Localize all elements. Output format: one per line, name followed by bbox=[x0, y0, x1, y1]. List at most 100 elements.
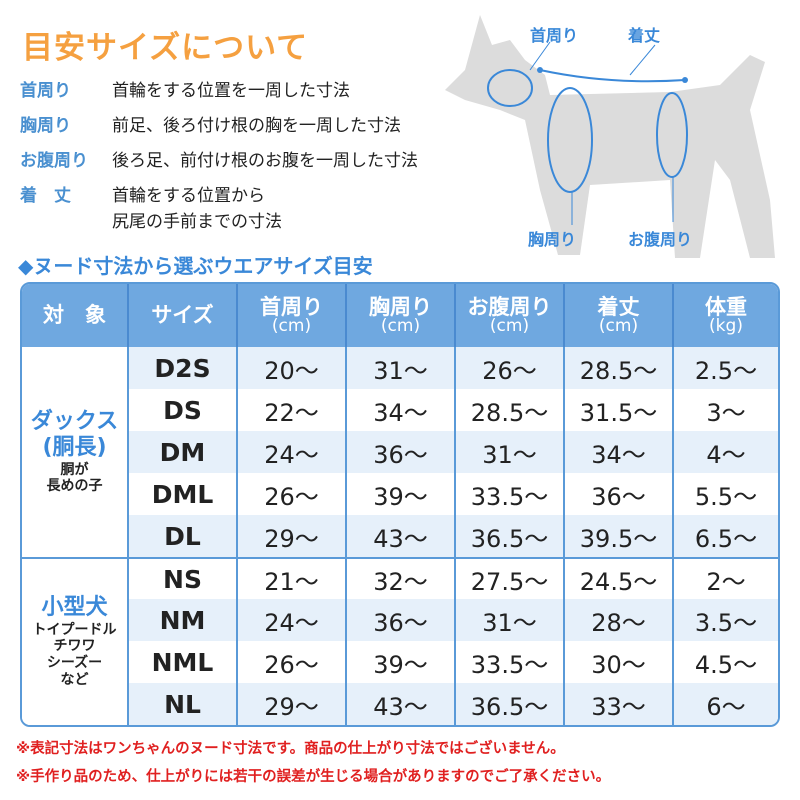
definition-belly: お腹周り 後ろ足、前付け根のお腹を一周した寸法 bbox=[20, 148, 418, 183]
group-desc: チワワ bbox=[53, 638, 96, 655]
page-title: 目安サイズについて bbox=[22, 30, 309, 66]
header-label: サイズ bbox=[151, 303, 214, 328]
value-cell: 36～ bbox=[347, 599, 456, 641]
value-cell: 30～ bbox=[565, 641, 674, 683]
table-row: 小型犬 トイプードル チワワ シーズー など NS 21～ 32～ 27.5～ 24.5～ 2～ bbox=[22, 557, 778, 725]
header-label: 胸周り bbox=[369, 294, 432, 319]
table-row: DL 29～ 43～ 36.5～ 39.5～ 6.5～ bbox=[22, 515, 778, 557]
table-row: ダックス (胴長) 胴が 長めの子 D2S 20～ 31～ 26～ 28.5～ 2.5～ bbox=[22, 347, 778, 557]
header-unit: (cm) bbox=[271, 315, 312, 336]
label-chest: 胸周り bbox=[528, 230, 577, 249]
definition-chest: 胸周り 前足、後ろ付け根の胸を一周した寸法 bbox=[20, 113, 418, 148]
header-label: お腹周り bbox=[467, 294, 552, 319]
value-cell: 3～ bbox=[706, 398, 746, 427]
desc: 前足、後ろ付け根の胸を一周した寸法 bbox=[112, 116, 401, 136]
header-unit: (kg) bbox=[709, 315, 743, 336]
section-subtitle: ◆ヌード寸法から選ぶウエアサイズ目安 bbox=[18, 254, 373, 278]
definition-length: 着 丈 首輪をする位置から 尻尾の手前までの寸法 bbox=[20, 183, 418, 243]
size-cell: NS bbox=[129, 557, 238, 599]
header-label: 着丈 bbox=[597, 294, 640, 319]
value-cell: 28.5～ bbox=[456, 389, 565, 431]
header-label: 対 象 bbox=[43, 303, 106, 328]
label-neck: 首周り bbox=[530, 26, 579, 45]
value-cell: 39.5～ bbox=[565, 515, 674, 557]
size-cell: NL bbox=[129, 683, 238, 725]
definition-neck: 首周り 首輪をする位置を一周した寸法 bbox=[20, 78, 418, 113]
value-cell: 21～ bbox=[238, 557, 347, 599]
column-header: お腹周り (cm) bbox=[456, 284, 565, 347]
desc-line2: 尻尾の手前までの寸法 bbox=[112, 212, 282, 232]
value-cell: 26～ bbox=[238, 473, 347, 515]
column-header: 首周り (cm) bbox=[238, 284, 347, 347]
column-header: 着丈 (cm) bbox=[565, 284, 674, 347]
value-cell: 6～ bbox=[674, 683, 778, 725]
note: ※手作り品のため、仕上がりには若干の誤差が生じる場合がありますのでご了承ください… bbox=[16, 769, 611, 785]
value-cell: 22～ bbox=[238, 389, 347, 431]
size-cell: NM bbox=[129, 599, 238, 641]
value-cell: 39～ bbox=[347, 473, 456, 515]
value-cell: 43～ bbox=[347, 683, 456, 725]
value-cell: 5.5～ bbox=[694, 482, 758, 511]
group-desc: 胴が bbox=[60, 461, 89, 478]
desc: 首輪をする位置から 尻尾の手前までの寸法 bbox=[112, 183, 282, 235]
value-cell: 6.5～ bbox=[674, 515, 778, 557]
value-cell: 31.5～ bbox=[565, 389, 674, 431]
header-unit: (cm) bbox=[380, 315, 421, 336]
value-cell: 43～ bbox=[347, 515, 456, 557]
value-cell: 20～ bbox=[238, 347, 347, 389]
column-header: 対 象 bbox=[22, 284, 129, 347]
value-cell: 27.5～ bbox=[456, 557, 565, 599]
table-row: NML 26～ 39～ 33.5～ 30～ 4.5～ bbox=[22, 641, 778, 683]
value-cell: 31～ bbox=[347, 347, 456, 389]
notes: ※表記寸法はワンちゃんのヌード寸法です。商品の仕上がり寸法ではございません。 ※… bbox=[16, 735, 610, 791]
group-desc: 長めの子 bbox=[46, 478, 103, 495]
value-cell: 2～ bbox=[674, 557, 778, 599]
value-cell: 31～ bbox=[456, 431, 565, 473]
table-row: NL 29～ 43～ 36.5～ 33～ 6～ bbox=[22, 683, 778, 725]
value-cell: 32～ bbox=[347, 557, 456, 599]
value-cell: 24.5～ bbox=[565, 557, 674, 599]
term: 着 丈 bbox=[20, 186, 71, 206]
table-row: DM 24～ 36～ 31～ 34～ 4～ bbox=[22, 431, 778, 473]
desc: 後ろ足、前付け根のお腹を一周した寸法 bbox=[112, 151, 418, 171]
column-header: 胸周り (cm) bbox=[347, 284, 456, 347]
value-cell: 26～ bbox=[456, 347, 565, 389]
value-cell: 29～ bbox=[238, 683, 347, 725]
value-cell: 39～ bbox=[347, 641, 456, 683]
size-cell: DML bbox=[129, 473, 238, 515]
table-row: DS 22～ 34～ 28.5～ 31.5～ 3～ bbox=[22, 389, 778, 431]
value-cell: 3.5～ bbox=[674, 599, 778, 641]
group-cell: 小型犬 トイプードル チワワ シーズー など bbox=[22, 557, 129, 725]
desc-line1: 首輪をする位置から bbox=[112, 186, 265, 206]
value-cell: 33.5～ bbox=[456, 641, 565, 683]
header-unit: (cm) bbox=[598, 315, 639, 336]
value-cell: 29～ bbox=[238, 515, 347, 557]
dog-silhouette bbox=[445, 15, 775, 258]
value-cell: 24～ bbox=[238, 431, 347, 473]
group-desc: など bbox=[60, 671, 89, 688]
header-label: 体重 bbox=[705, 294, 747, 319]
value-cell: 4.5～ bbox=[694, 650, 758, 679]
group-name: ダックス bbox=[30, 408, 119, 434]
note: ※表記寸法はワンちゃんのヌード寸法です。商品の仕上がり寸法ではございません。 bbox=[16, 741, 565, 757]
value-cell: 28～ bbox=[565, 599, 674, 641]
value-cell: 36～ bbox=[565, 473, 674, 515]
group-name: 小型犬 bbox=[41, 595, 108, 621]
column-header: サイズ bbox=[129, 284, 238, 347]
value-cell: 36.5～ bbox=[456, 515, 565, 557]
size-cell: DM bbox=[129, 431, 238, 473]
size-cell: DS bbox=[129, 389, 238, 431]
term: 首周り bbox=[20, 81, 71, 101]
value-cell: 24～ bbox=[238, 599, 347, 641]
definitions: 首周り 首輪をする位置を一周した寸法 胸周り 前足、後ろ付け根の胸を一周した寸法 お… bbox=[20, 78, 418, 243]
term: 胸周り bbox=[20, 116, 71, 136]
column-header: 体重 (kg) bbox=[674, 284, 778, 347]
header-label: 首周り bbox=[260, 294, 323, 319]
neck-ring bbox=[487, 69, 533, 107]
group-name-sub: (胴長) bbox=[42, 435, 107, 461]
table-row: DML 26～ 39～ 33.5～ 36～ 5.5～ bbox=[22, 473, 778, 515]
header-unit: (cm) bbox=[489, 315, 530, 336]
group-desc: トイプードル bbox=[32, 621, 117, 638]
value-cell: 2.5～ bbox=[674, 347, 778, 389]
size-cell: NML bbox=[129, 641, 238, 683]
